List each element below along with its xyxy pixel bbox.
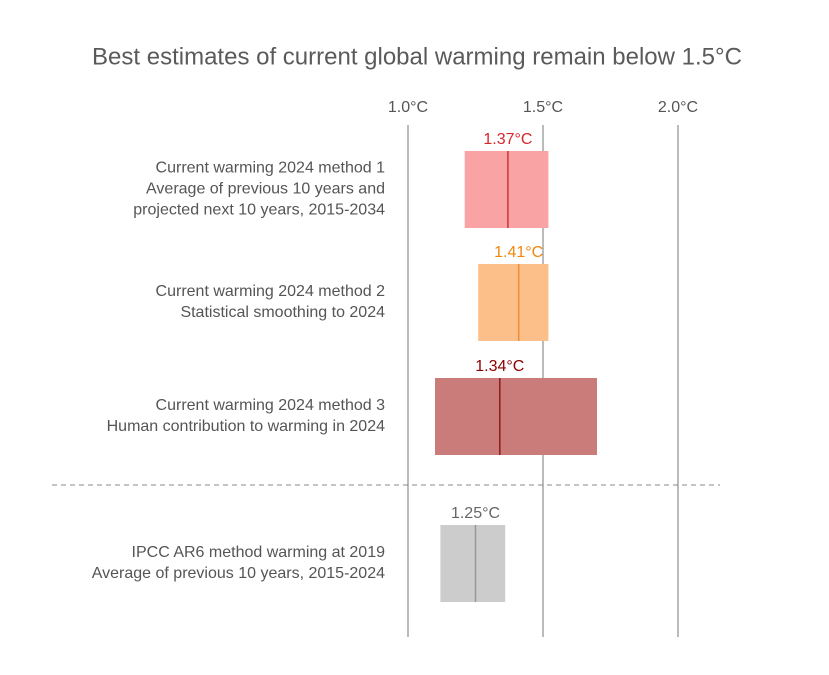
range-bar <box>435 378 597 455</box>
range-bar <box>478 264 549 341</box>
category-label: Statistical smoothing to 2024 <box>180 304 385 321</box>
category-label: Current warming 2024 method 2 <box>156 283 386 300</box>
category-label: Average of previous 10 years and <box>146 181 385 198</box>
range-bar <box>440 525 506 602</box>
category-label: Current warming 2024 method 1 <box>156 160 386 177</box>
range-bar <box>464 151 549 228</box>
category-label: IPCC AR6 method warming at 2019 <box>132 544 386 561</box>
category-label: Average of previous 10 years, 2015-2024 <box>92 565 385 582</box>
category-label: Human contribution to warming in 2024 <box>107 418 385 435</box>
x-tick-label: 2.0°C <box>658 99 698 116</box>
x-tick-label: 1.0°C <box>388 99 428 116</box>
chart-title: Best estimates of current global warming… <box>92 43 742 70</box>
category-label: Current warming 2024 method 3 <box>156 397 386 414</box>
category-label: projected next 10 years, 2015-2034 <box>133 202 385 219</box>
value-label: 1.41°C <box>494 244 543 261</box>
value-label: 1.37°C <box>483 131 532 148</box>
value-label: 1.25°C <box>451 505 500 522</box>
x-tick-label: 1.5°C <box>523 99 563 116</box>
value-label: 1.34°C <box>475 358 524 375</box>
